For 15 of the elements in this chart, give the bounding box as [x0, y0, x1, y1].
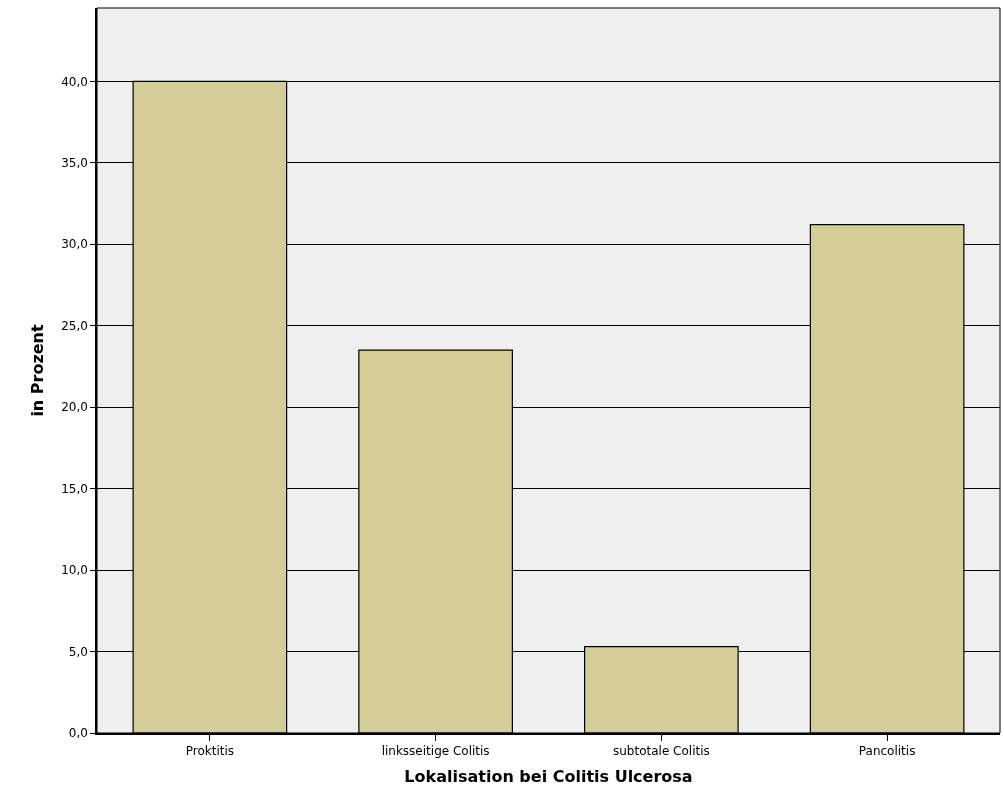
- y-tick-label: 35,0: [61, 155, 88, 170]
- y-tick-label: 30,0: [61, 237, 88, 252]
- y-tick-label: 5,0: [68, 644, 88, 659]
- x-tick-label: subtotale Colitis: [612, 744, 710, 759]
- x-tick-label: linksseitige Colitis: [381, 744, 490, 759]
- x-axis-title: Lokalisation bei Colitis Ulcerosa: [404, 767, 693, 787]
- y-tick-label: 15,0: [61, 481, 88, 496]
- x-tick-label: Proktitis: [185, 744, 235, 759]
- y-tick-label: 25,0: [61, 318, 88, 333]
- y-tick-label: 40,0: [61, 74, 88, 89]
- y-tick-label: 10,0: [61, 563, 88, 578]
- y-tick-label: 20,0: [61, 400, 88, 415]
- x-tick-label: Pancolitis: [858, 744, 916, 759]
- y-axis-title: in Prozent: [27, 324, 47, 417]
- y-tick-label: 0,0: [68, 726, 88, 741]
